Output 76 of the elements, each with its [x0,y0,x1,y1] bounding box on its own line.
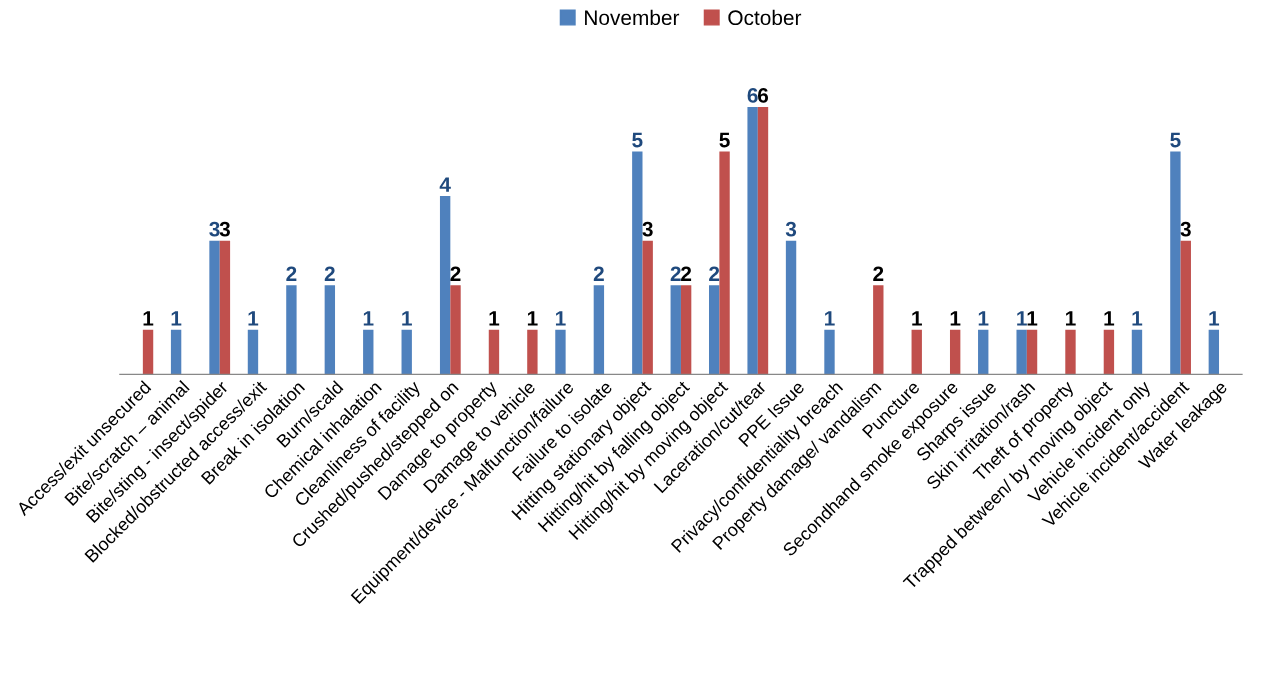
data-label: 4 [439,177,451,192]
bar [527,329,538,375]
data-label: 2 [873,266,884,281]
data-label: 2 [709,266,720,281]
data-label: 1 [1017,311,1027,326]
bar [593,285,605,375]
bar [209,240,220,375]
data-label: 1 [950,311,961,326]
data-label: 6 [757,88,769,103]
bar [873,285,884,375]
data-label: 5 [719,132,730,148]
bar [747,106,758,375]
bar [219,240,231,375]
data-label: 1 [1065,311,1076,326]
data-label: 1 [143,311,154,326]
data-label: 2 [593,266,604,281]
bar [401,329,412,375]
bar [1208,329,1220,375]
data-label: 5 [632,132,643,148]
bar [824,329,835,375]
data-label: 1 [912,311,922,326]
bar [911,329,922,375]
bar [1065,329,1076,375]
data-label: 2 [324,266,335,281]
data-label: 3 [642,221,653,237]
data-label: 3 [219,221,230,237]
data-label: 1 [402,311,412,326]
bar [555,329,566,375]
bar [719,151,730,375]
data-label: 2 [450,266,461,281]
bar [324,285,336,375]
data-label: 1 [1132,311,1143,326]
data-label: 1 [1027,311,1038,326]
bar [247,329,259,375]
data-label: 3 [785,221,797,237]
bar [642,240,653,375]
bar [1180,240,1191,375]
bar [670,285,681,375]
data-label: 3 [209,221,220,237]
legend-label: October [728,9,802,26]
bar [978,329,989,375]
bar [488,329,500,375]
data-label: 1 [978,311,989,326]
data-label: 1 [248,311,259,326]
data-label: 1 [1209,311,1220,326]
bar [170,329,182,375]
data-label: 2 [670,266,681,281]
data-label: 2 [286,266,297,281]
data-label: 2 [681,266,692,281]
bar [1131,329,1143,375]
bar [439,196,451,375]
data-label: 3 [1180,221,1191,237]
bar [1103,329,1115,375]
data-label: 1 [489,311,500,326]
bar [632,151,643,375]
data-label: 6 [747,88,758,103]
data-label: 5 [1170,132,1181,148]
bar [142,329,154,375]
data-label: 1 [363,311,374,326]
data-label: 1 [1104,311,1115,326]
bar [450,285,461,375]
data-label: 1 [825,311,835,326]
bar [757,106,769,375]
bar [1026,329,1038,375]
data-label: 1 [171,311,182,326]
bar [949,329,961,375]
bar [785,240,797,375]
data-label: 1 [555,311,566,326]
data-label: 1 [527,311,538,326]
bar [1016,329,1027,375]
bar [680,285,692,375]
bar [1170,151,1181,375]
bar [363,329,374,375]
bar [286,285,297,375]
legend-label: November [585,9,680,26]
bar [709,285,720,375]
